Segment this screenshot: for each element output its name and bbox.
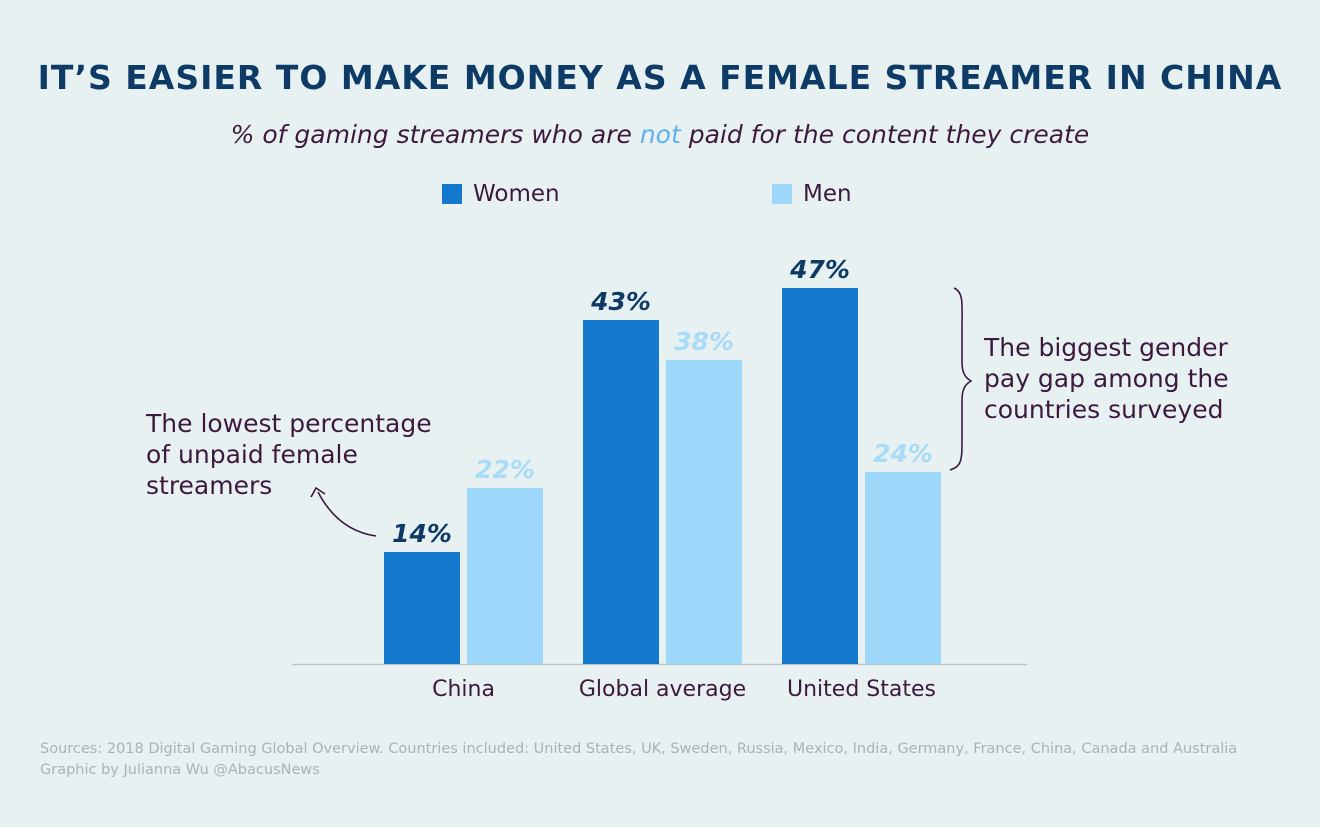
footer: Sources: 2018 Digital Gaming Global Over… [40, 739, 1237, 781]
legend-item-men: Men [772, 178, 852, 210]
arrow-head-icon [310, 486, 326, 498]
legend-label-women: Women [473, 181, 560, 207]
annotation-lowest-female: The lowest percentage of unpaid female s… [146, 409, 432, 500]
bar-men-china [467, 488, 543, 664]
footer-sources: Sources: 2018 Digital Gaming Global Over… [40, 741, 1238, 757]
legend-swatch-women [442, 184, 462, 204]
x-tick-label: Global average [579, 677, 746, 702]
annotation-biggest-gap: The biggest gender pay gap among the cou… [984, 333, 1229, 424]
subtitle-text-before: % of gaming streamers who are [230, 120, 640, 149]
bar-women-china [384, 552, 460, 664]
chart-title: IT’S EASIER TO MAKE MONEY AS A FEMALE ST… [37, 58, 1283, 97]
data-label-women-united-states: 47% [789, 255, 850, 284]
subtitle-highlight: not [639, 120, 681, 149]
data-label-men-global-average: 38% [674, 327, 734, 356]
chart-subtitle: % of gaming streamers who are not paid f… [0, 120, 1320, 149]
footer-credit: Graphic by Julianna Wu @AbacusNews [40, 762, 320, 778]
bar-women-united-states [782, 288, 858, 664]
data-label-men-china: 22% [475, 455, 535, 484]
data-label-women-china: 14% [392, 519, 452, 548]
subtitle-text-after: paid for the content they create [680, 120, 1090, 149]
legend-item-women: Women [442, 178, 560, 210]
annotation-arrow [317, 491, 377, 537]
bar-women-global-average [583, 320, 659, 664]
legend-swatch-men [772, 184, 792, 204]
x-tick-label: China [432, 677, 495, 702]
annotation-brace [949, 287, 973, 471]
bar-men-united-states [865, 472, 941, 664]
data-label-women-global-average: 43% [590, 287, 651, 316]
legend-label-men: Men [803, 181, 852, 207]
bar-men-global-average [666, 360, 742, 664]
x-tick-label: United States [787, 677, 936, 702]
data-label-men-united-states: 24% [873, 439, 933, 468]
